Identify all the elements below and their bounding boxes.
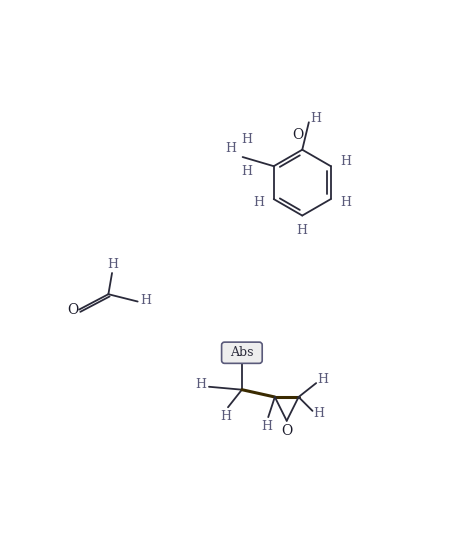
Text: H: H	[310, 112, 321, 125]
Text: H: H	[226, 142, 236, 156]
Text: H: H	[242, 165, 253, 178]
Text: O: O	[281, 424, 292, 438]
Text: H: H	[297, 224, 308, 238]
Text: H: H	[340, 155, 351, 168]
Text: H: H	[313, 408, 325, 420]
FancyBboxPatch shape	[221, 342, 262, 364]
Text: O: O	[67, 303, 78, 317]
Text: H: H	[340, 196, 351, 208]
Text: O: O	[293, 128, 304, 142]
Text: H: H	[317, 373, 328, 386]
Text: H: H	[261, 420, 272, 433]
Text: Abs: Abs	[230, 346, 253, 359]
Text: H: H	[253, 196, 265, 208]
Text: H: H	[195, 378, 206, 392]
Text: H: H	[108, 258, 118, 272]
Text: H: H	[242, 133, 253, 146]
Text: H: H	[221, 410, 232, 423]
Text: H: H	[140, 294, 151, 307]
